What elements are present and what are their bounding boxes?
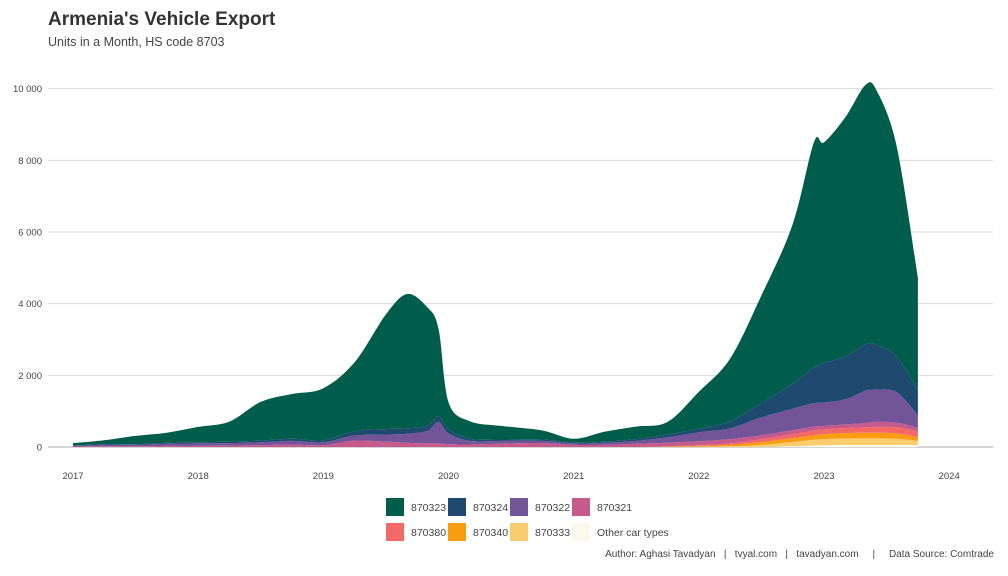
legend-label-other-car-types: Other car types	[597, 527, 669, 539]
x-tick-label: 2018	[188, 471, 209, 482]
legend-label-870380: 870380	[411, 527, 447, 539]
y-tick-label: 6 000	[18, 228, 42, 239]
chart-title: Armenia's Vehicle Export	[48, 9, 276, 30]
y-tick-label: 2 000	[18, 371, 42, 382]
area-series-870340	[73, 432, 918, 448]
legend-label-870322: 870322	[535, 502, 571, 514]
legend-label-870323: 870323	[411, 502, 447, 514]
area-series-870333	[73, 438, 918, 448]
legend-swatch-870321	[572, 498, 590, 516]
legend-label-870324: 870324	[473, 502, 509, 514]
legend-swatch-other-car-types	[572, 523, 590, 541]
area-series-other-car-types	[73, 444, 918, 448]
legend-swatch-870323	[386, 498, 404, 516]
chart-subtitle: Units in a Month, HS code 8703	[48, 35, 225, 49]
legend-label-870340: 870340	[473, 527, 509, 539]
x-tick-label: 2020	[438, 471, 459, 482]
x-tick-label: 2022	[688, 471, 709, 482]
legend-label-870333: 870333	[535, 527, 571, 539]
legend-swatch-870324	[448, 498, 466, 516]
legend-label-870321: 870321	[597, 502, 633, 514]
y-tick-label: 8 000	[18, 156, 42, 167]
x-tick-label: 2019	[313, 471, 334, 482]
legend-swatch-870380	[386, 523, 404, 541]
y-tick-label: 0	[37, 443, 42, 454]
y-tick-label: 10 000	[13, 84, 42, 95]
y-tick-label: 4 000	[18, 299, 42, 310]
area-series-870322	[73, 389, 918, 447]
x-tick-label: 2023	[813, 471, 834, 482]
x-tick-label: 2024	[939, 471, 960, 482]
area-series-870380	[73, 426, 918, 448]
legend-swatch-870322	[510, 498, 528, 516]
caption: Author: Aghasi Tavadyan | tvyal.com | ta…	[605, 549, 994, 560]
legend-swatch-870333	[510, 523, 528, 541]
x-tick-label: 2021	[563, 471, 584, 482]
x-tick-label: 2017	[62, 471, 83, 482]
legend-swatch-870340	[448, 523, 466, 541]
